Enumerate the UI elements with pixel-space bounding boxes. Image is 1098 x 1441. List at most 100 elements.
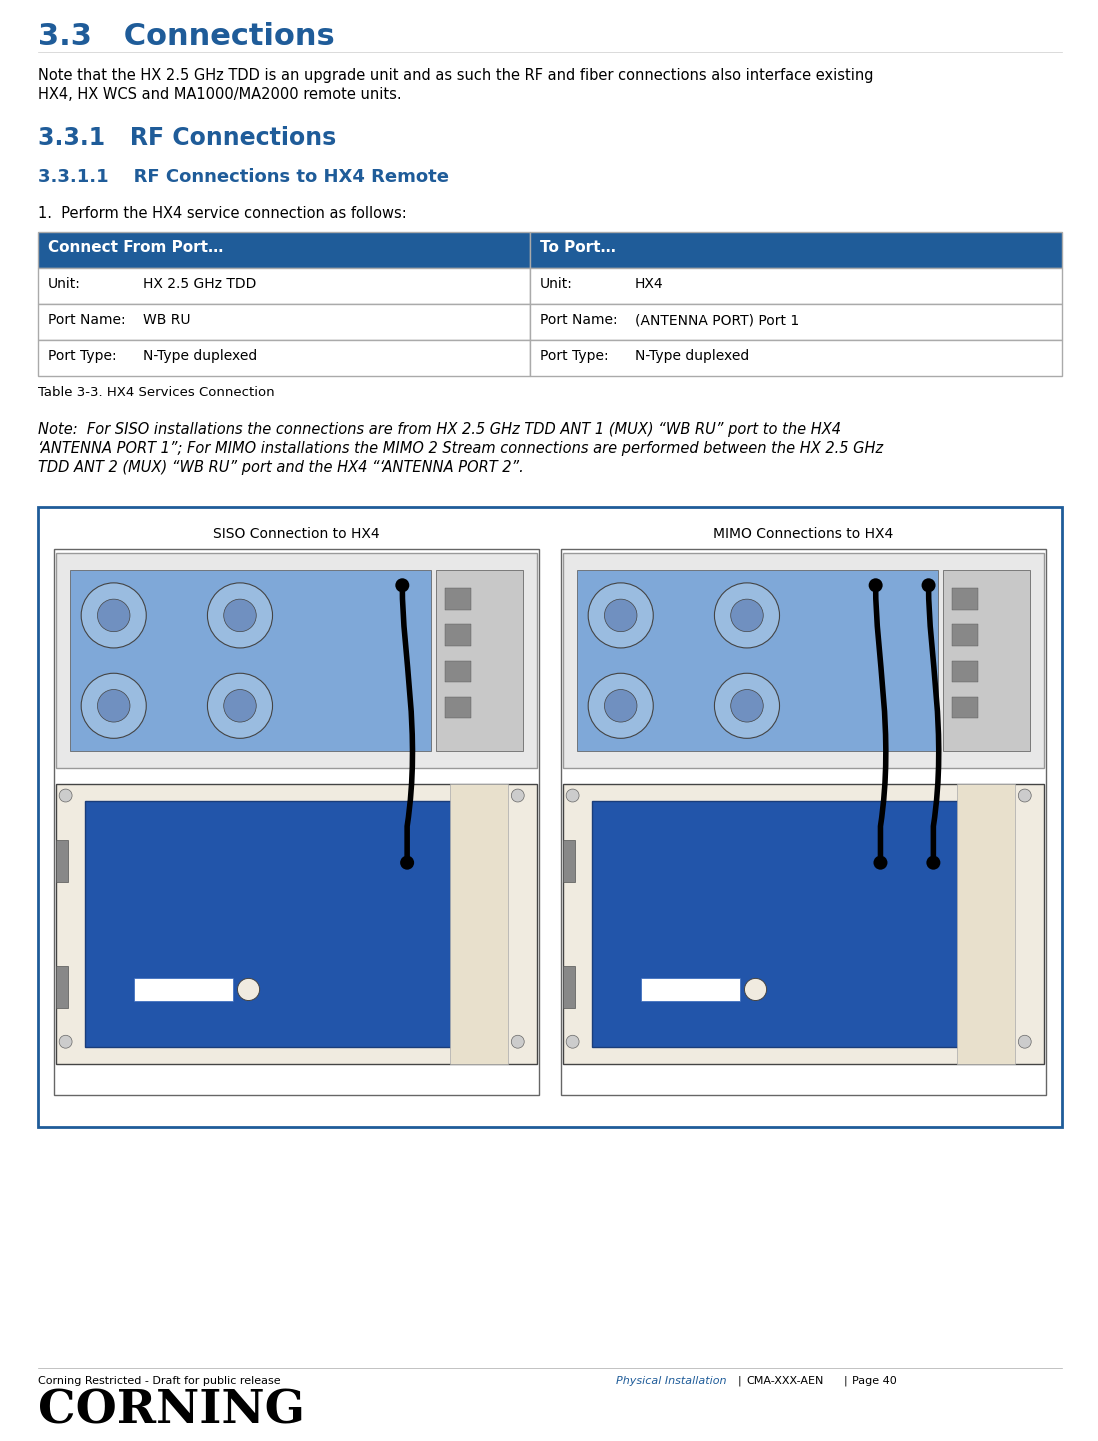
Text: Page 40: Page 40 xyxy=(852,1376,897,1386)
Circle shape xyxy=(567,1035,579,1048)
Circle shape xyxy=(589,582,653,648)
Circle shape xyxy=(395,578,410,592)
Text: |: | xyxy=(738,1376,741,1386)
Text: HX4, HX WCS and MA1000/MA2000 remote units.: HX4, HX WCS and MA1000/MA2000 remote uni… xyxy=(38,86,402,102)
Text: Port Type:: Port Type: xyxy=(539,349,608,363)
Bar xyxy=(38,507,1062,1127)
Bar xyxy=(38,340,529,376)
Text: 1.  Perform the HX4 service connection as follows:: 1. Perform the HX4 service connection as… xyxy=(38,206,406,220)
Bar xyxy=(578,571,938,751)
Text: (ANTENNA PORT) Port 1: (ANTENNA PORT) Port 1 xyxy=(635,313,798,327)
Text: HX4: HX4 xyxy=(635,277,663,291)
Circle shape xyxy=(98,599,130,631)
Text: Unit:: Unit: xyxy=(539,277,572,291)
Bar xyxy=(529,232,1062,268)
Bar xyxy=(70,571,432,751)
Bar xyxy=(38,304,529,340)
Bar xyxy=(85,801,480,1048)
Circle shape xyxy=(512,790,524,803)
Circle shape xyxy=(921,578,935,592)
Circle shape xyxy=(567,790,579,803)
Text: Port Name:: Port Name: xyxy=(48,313,125,327)
Circle shape xyxy=(400,856,414,870)
Text: Note:  For SISO installations the connections are from HX 2.5 GHz TDD ANT 1 (MUX: Note: For SISO installations the connect… xyxy=(38,422,841,437)
Bar xyxy=(436,571,523,751)
Bar xyxy=(952,697,977,719)
Bar xyxy=(54,549,539,1095)
Bar xyxy=(529,340,1062,376)
Circle shape xyxy=(730,690,763,722)
Text: 3.3.1   RF Connections: 3.3.1 RF Connections xyxy=(38,125,336,150)
Bar xyxy=(38,232,529,268)
Bar xyxy=(56,965,68,1009)
Text: 3.3   Connections: 3.3 Connections xyxy=(38,22,335,50)
Circle shape xyxy=(605,690,637,722)
Text: TDD ANT 2 (MUX) “WB RU” port and the HX4 “‘ANTENNA PORT 2”.: TDD ANT 2 (MUX) “WB RU” port and the HX4… xyxy=(38,460,524,476)
Bar xyxy=(56,784,537,1063)
Text: N-Type duplexed: N-Type duplexed xyxy=(635,349,749,363)
Bar xyxy=(563,840,575,882)
Bar xyxy=(592,801,986,1048)
Text: Table 3-3. HX4 Services Connection: Table 3-3. HX4 Services Connection xyxy=(38,386,274,399)
Text: CORNING: CORNING xyxy=(38,1388,305,1434)
Text: SISO Connection to HX4: SISO Connection to HX4 xyxy=(213,527,380,540)
Bar xyxy=(529,268,1062,304)
Circle shape xyxy=(744,978,766,1000)
Text: Unit:: Unit: xyxy=(48,277,81,291)
Circle shape xyxy=(1018,790,1031,803)
Bar xyxy=(561,549,1046,1095)
Bar xyxy=(134,978,233,1000)
Circle shape xyxy=(224,690,256,722)
Circle shape xyxy=(869,578,883,592)
Bar xyxy=(952,624,977,646)
Text: WB RU: WB RU xyxy=(143,313,190,327)
Text: ‘ANTENNA PORT 1”; For MIMO installations the MIMO 2 Stream connections are perfo: ‘ANTENNA PORT 1”; For MIMO installations… xyxy=(38,441,883,455)
Bar xyxy=(563,784,1044,1063)
Circle shape xyxy=(237,978,259,1000)
Text: HX 2.5 GHz TDD: HX 2.5 GHz TDD xyxy=(143,277,256,291)
Bar xyxy=(56,840,68,882)
Circle shape xyxy=(927,856,940,870)
Text: Corning Restricted - Draft for public release: Corning Restricted - Draft for public re… xyxy=(38,1376,281,1386)
Bar xyxy=(563,965,575,1009)
Circle shape xyxy=(1018,1035,1031,1048)
Circle shape xyxy=(81,582,146,648)
Bar xyxy=(641,978,740,1000)
Text: Physical Installation: Physical Installation xyxy=(616,1376,727,1386)
Text: |: | xyxy=(844,1376,848,1386)
Text: MIMO Connections to HX4: MIMO Connections to HX4 xyxy=(714,527,894,540)
Text: Note that the HX 2.5 GHz TDD is an upgrade unit and as such the RF and fiber con: Note that the HX 2.5 GHz TDD is an upgra… xyxy=(38,68,874,84)
Circle shape xyxy=(81,673,146,738)
Bar xyxy=(445,660,471,682)
Bar xyxy=(38,268,529,304)
Circle shape xyxy=(512,1035,524,1048)
Text: To Port…: To Port… xyxy=(539,241,615,255)
Circle shape xyxy=(98,690,130,722)
Circle shape xyxy=(59,1035,72,1048)
Circle shape xyxy=(208,582,272,648)
Circle shape xyxy=(715,673,780,738)
Bar xyxy=(445,624,471,646)
Text: CMA-XXX-AEN: CMA-XXX-AEN xyxy=(746,1376,824,1386)
Bar xyxy=(445,697,471,719)
Bar xyxy=(56,553,537,768)
Bar xyxy=(957,784,1016,1063)
Text: Connect From Port…: Connect From Port… xyxy=(48,241,223,255)
Bar xyxy=(529,304,1062,340)
Bar xyxy=(563,553,1044,768)
Circle shape xyxy=(605,599,637,631)
Circle shape xyxy=(59,790,72,803)
Circle shape xyxy=(224,599,256,631)
Circle shape xyxy=(208,673,272,738)
Bar xyxy=(952,588,977,610)
Bar xyxy=(450,784,508,1063)
Bar xyxy=(445,588,471,610)
Text: N-Type duplexed: N-Type duplexed xyxy=(143,349,257,363)
Circle shape xyxy=(730,599,763,631)
Circle shape xyxy=(874,856,887,870)
Circle shape xyxy=(589,673,653,738)
Bar xyxy=(943,571,1030,751)
Circle shape xyxy=(715,582,780,648)
Text: Port Name:: Port Name: xyxy=(539,313,617,327)
Bar xyxy=(952,660,977,682)
